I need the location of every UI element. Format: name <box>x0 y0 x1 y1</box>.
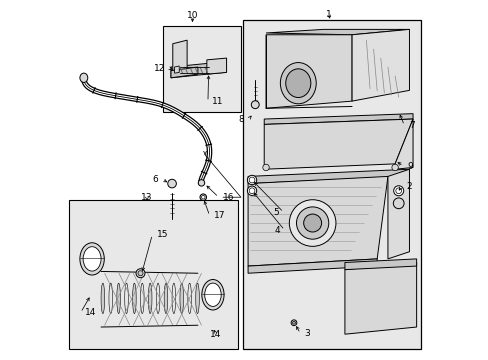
Bar <box>69 200 238 349</box>
Polygon shape <box>264 119 412 169</box>
Ellipse shape <box>296 207 328 239</box>
Text: 1: 1 <box>325 10 331 19</box>
Ellipse shape <box>292 321 295 324</box>
Ellipse shape <box>289 200 335 246</box>
Text: 15: 15 <box>156 230 168 239</box>
Polygon shape <box>206 58 226 74</box>
Ellipse shape <box>251 101 259 109</box>
Text: 5: 5 <box>273 208 279 217</box>
Text: 16: 16 <box>223 193 234 202</box>
Polygon shape <box>247 169 408 184</box>
Ellipse shape <box>140 283 144 314</box>
Ellipse shape <box>156 283 160 314</box>
Ellipse shape <box>80 243 104 275</box>
Polygon shape <box>387 169 408 259</box>
Bar <box>242 21 421 348</box>
Text: 2: 2 <box>405 182 411 191</box>
Ellipse shape <box>303 214 321 232</box>
Ellipse shape <box>101 283 104 314</box>
Text: 3: 3 <box>304 329 310 338</box>
Ellipse shape <box>136 269 144 278</box>
Ellipse shape <box>249 188 254 194</box>
Text: 8: 8 <box>238 114 244 123</box>
Text: 6: 6 <box>152 175 158 184</box>
Text: 12: 12 <box>153 64 164 73</box>
Ellipse shape <box>392 198 403 209</box>
Ellipse shape <box>391 164 398 171</box>
Ellipse shape <box>172 283 175 314</box>
Ellipse shape <box>249 177 254 183</box>
Ellipse shape <box>195 283 199 314</box>
Bar <box>163 26 241 112</box>
Ellipse shape <box>164 283 167 314</box>
Ellipse shape <box>290 320 296 325</box>
Text: 4: 4 <box>274 226 280 235</box>
Ellipse shape <box>395 188 401 194</box>
Ellipse shape <box>198 180 204 186</box>
Ellipse shape <box>109 283 112 314</box>
Text: 10: 10 <box>186 11 198 20</box>
Ellipse shape <box>117 283 120 314</box>
Ellipse shape <box>247 175 256 185</box>
Text: 11: 11 <box>212 97 224 106</box>
Polygon shape <box>264 114 412 125</box>
Ellipse shape <box>247 186 256 195</box>
Polygon shape <box>265 30 408 35</box>
Text: 7: 7 <box>408 121 414 130</box>
Ellipse shape <box>200 194 206 201</box>
Ellipse shape <box>204 283 221 306</box>
Ellipse shape <box>393 186 403 196</box>
Ellipse shape <box>167 179 176 188</box>
Ellipse shape <box>262 164 269 171</box>
Ellipse shape <box>148 283 152 314</box>
Ellipse shape <box>80 73 88 82</box>
Polygon shape <box>171 62 224 78</box>
Ellipse shape <box>201 195 204 199</box>
Polygon shape <box>344 262 416 334</box>
Ellipse shape <box>132 283 136 314</box>
Ellipse shape <box>202 279 224 310</box>
Text: 17: 17 <box>214 211 225 220</box>
Ellipse shape <box>285 69 310 98</box>
Text: 14: 14 <box>85 308 96 317</box>
Text: 13: 13 <box>141 193 152 202</box>
Ellipse shape <box>124 283 128 314</box>
Ellipse shape <box>83 247 101 271</box>
Polygon shape <box>351 30 408 101</box>
Polygon shape <box>247 176 387 266</box>
Polygon shape <box>172 40 187 72</box>
Polygon shape <box>394 119 412 169</box>
Text: 9: 9 <box>407 162 412 171</box>
Polygon shape <box>174 66 179 73</box>
Polygon shape <box>247 259 376 273</box>
Polygon shape <box>171 67 198 78</box>
Polygon shape <box>344 259 416 270</box>
Text: 14: 14 <box>210 330 221 339</box>
Ellipse shape <box>138 271 142 276</box>
Polygon shape <box>265 35 351 108</box>
Ellipse shape <box>180 283 183 314</box>
Ellipse shape <box>187 283 191 314</box>
Ellipse shape <box>280 63 316 104</box>
